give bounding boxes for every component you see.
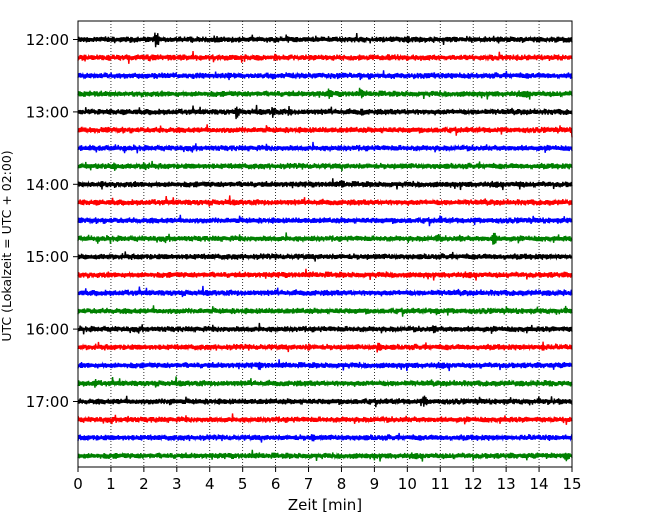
x-tick-label: 11 bbox=[431, 475, 450, 493]
x-tick-label: 3 bbox=[172, 475, 182, 493]
traces bbox=[77, 32, 573, 462]
axis-ticks bbox=[73, 39, 573, 472]
seismic-trace bbox=[77, 141, 573, 154]
y-tick-label: 17:00 bbox=[26, 393, 69, 411]
x-tick-labels: 0 1 2 3 4 5 6 7 8 9 10 11 12 13 14 15 bbox=[73, 475, 581, 493]
seismic-trace bbox=[77, 124, 573, 138]
x-tick-label: 14 bbox=[530, 475, 549, 493]
seismic-trace bbox=[77, 51, 573, 64]
x-tick-label: 12 bbox=[464, 475, 483, 493]
x-tick-label: 13 bbox=[497, 475, 516, 493]
seismic-trace bbox=[77, 432, 573, 443]
seismic-trace bbox=[77, 32, 573, 48]
seismic-trace bbox=[77, 341, 573, 353]
seismic-trace bbox=[77, 305, 573, 317]
y-tick-label: 14:00 bbox=[26, 176, 69, 194]
y-axis-label: UTC (Lokalzeit = UTC + 02:00) bbox=[0, 150, 14, 341]
x-tick-label: 7 bbox=[304, 475, 314, 493]
x-tick-label: 4 bbox=[205, 475, 215, 493]
y-tick-label: 15:00 bbox=[26, 248, 69, 266]
seismic-trace bbox=[77, 413, 573, 425]
x-tick-label: 10 bbox=[398, 475, 417, 493]
x-tick-label: 8 bbox=[337, 475, 347, 493]
seismic-trace bbox=[77, 70, 573, 81]
seismic-trace bbox=[77, 251, 573, 262]
x-tick-label: 9 bbox=[370, 475, 380, 493]
y-tick-label: 13:00 bbox=[26, 103, 69, 121]
x-tick-label: 0 bbox=[73, 475, 83, 493]
y-tick-label: 16:00 bbox=[26, 321, 69, 339]
grid-lines bbox=[110, 21, 540, 467]
seismic-trace bbox=[77, 87, 573, 100]
x-tick-label: 1 bbox=[106, 475, 116, 493]
seismic-trace bbox=[77, 449, 573, 462]
seismic-trace bbox=[77, 178, 573, 191]
seismic-trace bbox=[77, 160, 573, 172]
x-axis-label: Zeit [min] bbox=[288, 496, 362, 514]
y-tick-label: 12:00 bbox=[26, 31, 69, 49]
seismic-trace bbox=[77, 214, 573, 227]
plot-frame bbox=[77, 20, 573, 468]
x-tick-label: 15 bbox=[562, 475, 581, 493]
seismic-trace bbox=[77, 322, 573, 335]
seismic-trace bbox=[77, 195, 573, 207]
x-tick-label: 6 bbox=[271, 475, 281, 493]
seismic-trace bbox=[77, 285, 573, 298]
x-tick-label: 5 bbox=[238, 475, 248, 493]
x-tick-label: 2 bbox=[139, 475, 149, 493]
seismic-trace bbox=[77, 232, 573, 245]
seismic-trace bbox=[77, 104, 573, 120]
seismic-trace bbox=[77, 268, 573, 281]
y-tick-labels: 12:00 13:00 14:00 15:00 16:00 17:00 bbox=[26, 31, 69, 411]
seismic-trace bbox=[77, 359, 573, 372]
seismic-trace bbox=[77, 376, 573, 388]
seismic-trace bbox=[77, 395, 573, 408]
